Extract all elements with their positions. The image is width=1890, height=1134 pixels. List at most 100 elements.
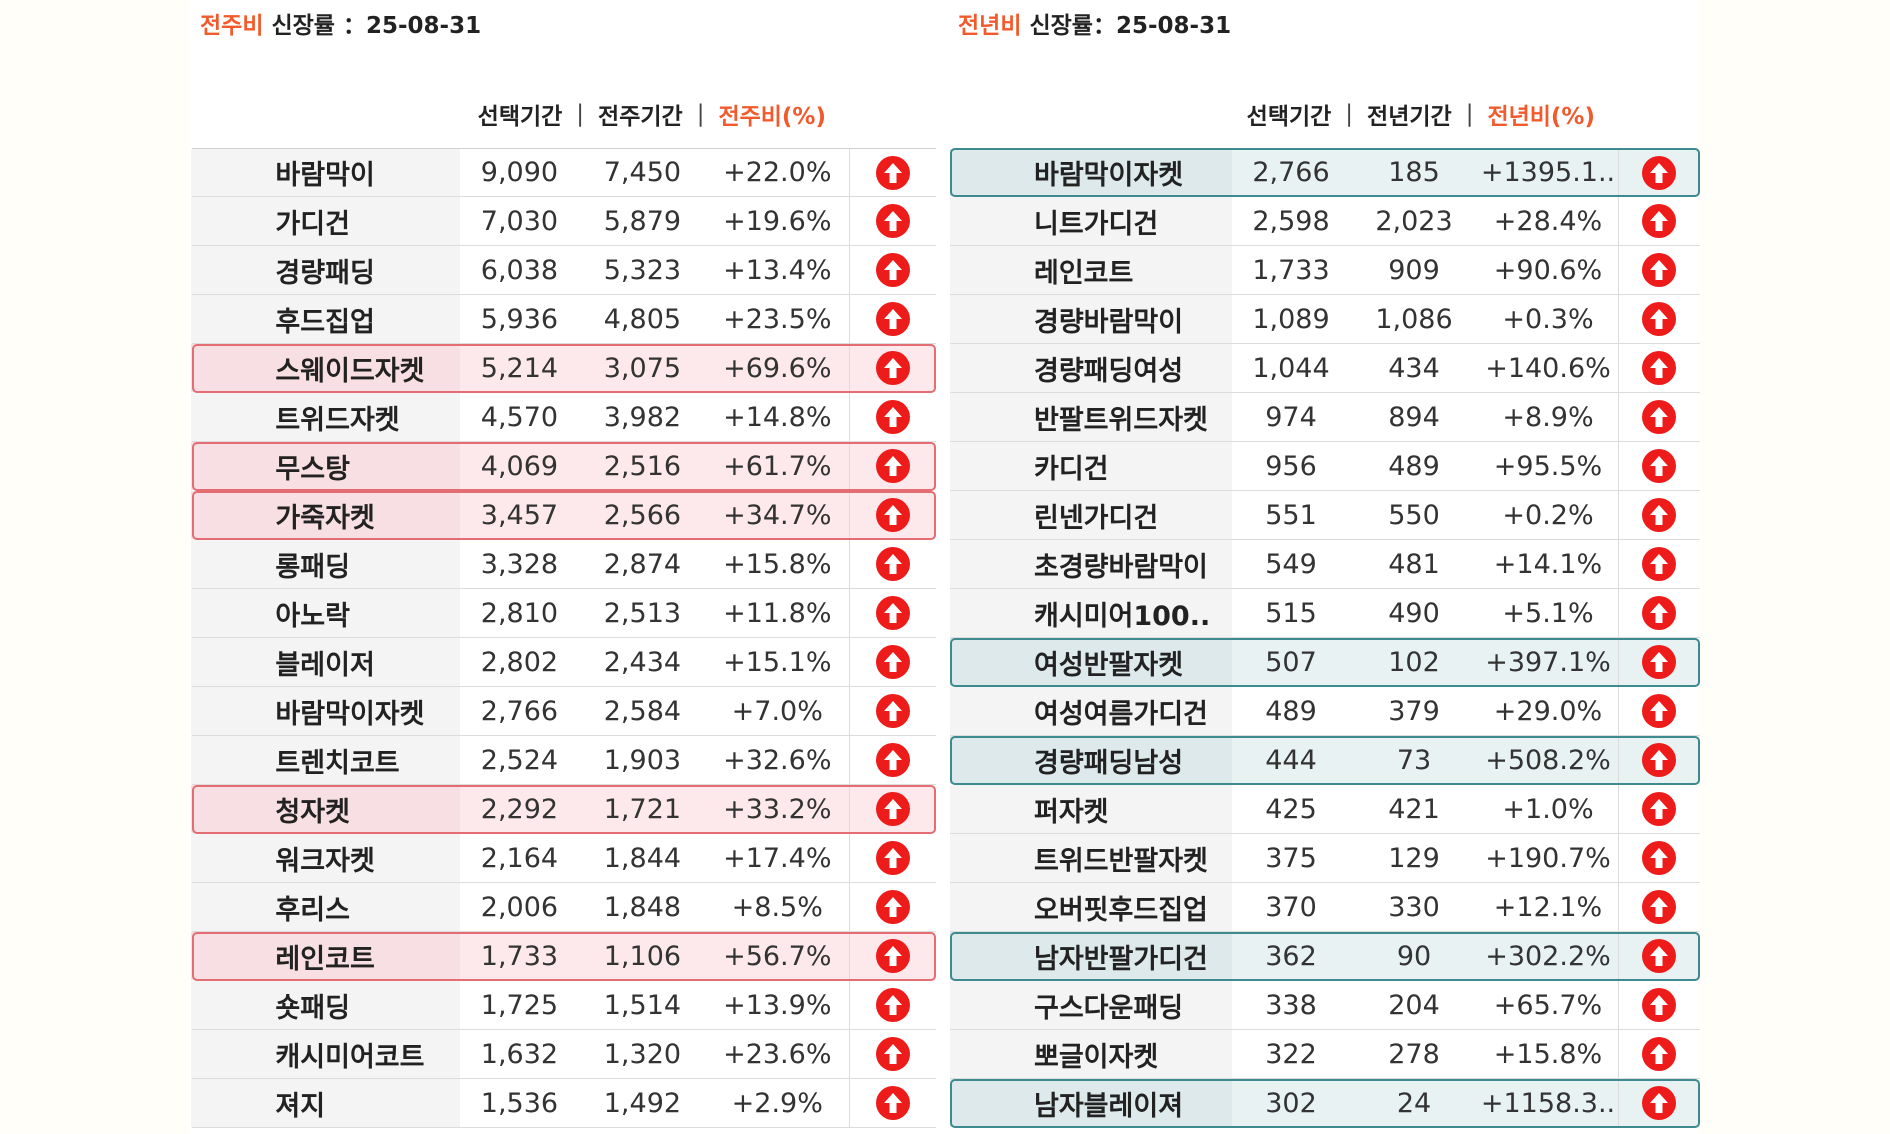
- keyword-cell: 반팔트위드자켓: [950, 393, 1232, 441]
- selected-period-cell: 2,802: [480, 646, 559, 678]
- previous-period-cell: 1,903: [603, 744, 682, 776]
- selected-period-cell: 302: [1265, 1087, 1317, 1119]
- arrow-up-circle-icon: [875, 939, 910, 973]
- change-percent-cell: +397.1%: [1485, 646, 1611, 678]
- trend-cell: [1618, 834, 1698, 882]
- selected-period-cell: 362: [1265, 940, 1317, 972]
- arrow-up-circle-icon: [1641, 351, 1676, 385]
- trend-cell: [848, 736, 936, 784]
- selected-period-cell: 549: [1265, 548, 1317, 580]
- selected-period-cell: 7,030: [480, 205, 559, 237]
- change-percent-cell: +22.0%: [723, 157, 832, 188]
- change-percent-cell: +0.2%: [1502, 499, 1594, 531]
- panel-title: 전년비 신장률：25-08-31: [958, 6, 1231, 40]
- table-row[interactable]: 14위퍼자켓425421+1.0%: [950, 785, 1700, 834]
- table-row[interactable]: 12위여성여름가디건489379+29.0%: [950, 687, 1700, 736]
- keyword-cell: 트위드자켓: [191, 393, 460, 441]
- change-percent-cell: +34.7%: [723, 499, 832, 531]
- table-row[interactable]: 16위오버핏후드집업370330+12.1%: [950, 883, 1700, 932]
- previous-period-cell: 434: [1388, 352, 1440, 384]
- title-accent: 전주비: [200, 13, 264, 39]
- table-row[interactable]: 20위남자블레이져30224+1158.3..: [950, 1079, 1700, 1128]
- table-row[interactable]: 15위트위드반팔자켓375129+190.7%: [950, 834, 1700, 883]
- arrow-up-circle-icon: [875, 400, 910, 434]
- arrow-up-circle-icon: [875, 694, 910, 728]
- arrow-up-circle-icon: [875, 204, 910, 238]
- selected-period-cell: 4,069: [480, 450, 559, 482]
- keyword-cell: 숏패딩: [191, 981, 460, 1029]
- previous-period-cell: 2,434: [603, 646, 682, 678]
- selected-period-cell: 338: [1265, 989, 1317, 1021]
- trend-cell: [848, 834, 936, 882]
- table-row[interactable]: 17위남자반팔가디건36290+302.2%: [950, 932, 1700, 981]
- table-row[interactable]: 11위여성반팔자켓507102+397.1%: [950, 638, 1700, 687]
- header-selected-period: 선택기간: [1246, 104, 1332, 130]
- previous-period-cell: 1,848: [603, 891, 682, 923]
- table-row[interactable]: 6위반팔트위드자켓974894+8.9%: [950, 393, 1700, 442]
- trend-cell: [848, 246, 936, 294]
- table-row[interactable]: 13위경량패딩남성44473+508.2%: [950, 736, 1700, 785]
- arrow-up-circle-icon: [1641, 547, 1676, 581]
- selected-period-cell: 5,214: [480, 352, 559, 384]
- previous-period-cell: 24: [1396, 1087, 1432, 1119]
- title-accent: 전년비: [958, 13, 1022, 39]
- selected-period-cell: 322: [1265, 1038, 1317, 1070]
- trend-cell: [848, 1030, 936, 1078]
- previous-period-cell: 2,874: [603, 548, 682, 580]
- selected-period-cell: 6,038: [480, 254, 559, 286]
- table-row[interactable]: 19위뽀글이자켓322278+15.8%: [950, 1030, 1700, 1079]
- previous-period-cell: 4,805: [603, 303, 682, 335]
- previous-period-cell: 550: [1388, 499, 1440, 531]
- trend-cell: [848, 197, 936, 245]
- selected-period-cell: 5,936: [480, 303, 559, 335]
- table-row[interactable]: 9위초경량바람막이549481+14.1%: [950, 540, 1700, 589]
- table-row[interactable]: 7위카디건956489+95.5%: [950, 442, 1700, 491]
- keyword-cell: 퍼자켓: [950, 785, 1232, 833]
- trend-cell: [1618, 246, 1698, 294]
- arrow-up-circle-icon: [875, 988, 910, 1022]
- selected-period-cell: 2,810: [480, 597, 559, 629]
- arrow-up-circle-icon: [1641, 694, 1676, 728]
- selected-period-cell: 370: [1265, 891, 1317, 923]
- change-percent-cell: +23.5%: [723, 303, 832, 335]
- trend-cell: [1618, 1079, 1698, 1127]
- arrow-up-circle-icon: [1641, 596, 1676, 630]
- keyword-cell: 남자반팔가디건: [950, 932, 1232, 980]
- table-row[interactable]: 8위린넨가디건551550+0.2%: [950, 491, 1700, 540]
- change-percent-cell: +13.9%: [723, 989, 832, 1021]
- header-selected-period: 선택기간: [477, 104, 563, 130]
- selected-period-cell: 974: [1265, 401, 1317, 433]
- previous-period-cell: 379: [1388, 695, 1440, 727]
- change-percent-cell: +90.6%: [1493, 254, 1603, 286]
- trend-cell: [848, 540, 936, 588]
- selected-period-cell: 444: [1265, 744, 1317, 776]
- previous-period-cell: 73: [1396, 744, 1432, 776]
- table-row[interactable]: 18위구스다운패딩338204+65.7%: [950, 981, 1700, 1030]
